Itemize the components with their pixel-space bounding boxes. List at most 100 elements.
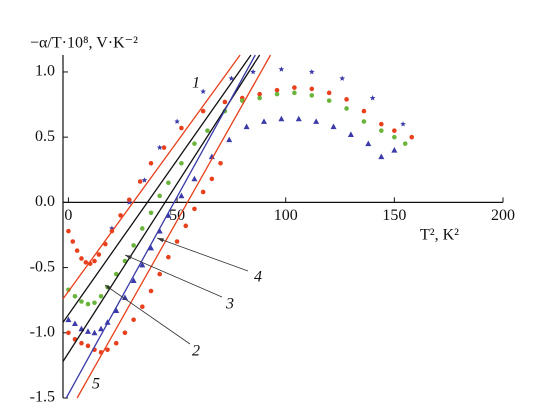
data-point — [209, 176, 215, 182]
data-point — [122, 330, 128, 336]
pointer-line — [104, 284, 191, 345]
data-point — [378, 153, 385, 160]
data-point — [84, 328, 91, 334]
data-point — [361, 108, 367, 114]
data-point — [344, 106, 349, 111]
data-point — [250, 68, 256, 75]
data-point — [109, 225, 115, 231]
data-point — [392, 134, 397, 140]
data-point — [79, 256, 84, 261]
data-point — [379, 121, 384, 127]
curve-label: 5 — [92, 376, 100, 393]
data-point — [402, 141, 408, 146]
x-tick-label: 50 — [169, 207, 185, 224]
data-point — [260, 118, 267, 124]
data-point — [200, 108, 206, 114]
data-point — [339, 75, 346, 81]
x-tick-label: 200 — [491, 207, 515, 224]
data-point — [91, 329, 98, 336]
curve-label: 3 — [225, 296, 234, 313]
pointer-line — [156, 237, 249, 272]
data-point — [326, 98, 332, 103]
data-point — [228, 75, 235, 81]
y-tick-label: -1.0 — [30, 323, 55, 340]
data-point — [157, 271, 162, 277]
data-point — [192, 141, 197, 146]
data-point — [166, 180, 171, 186]
data-point — [365, 140, 372, 147]
data-point — [126, 199, 133, 205]
y-tick-label: 0.5 — [35, 128, 55, 145]
data-point — [274, 87, 280, 93]
data-point — [141, 177, 148, 183]
data-point — [131, 317, 136, 323]
data-point — [148, 244, 154, 251]
data-point — [85, 343, 91, 349]
data-point — [218, 160, 223, 166]
data-point — [139, 261, 146, 268]
data-point — [313, 118, 320, 124]
data-point — [243, 123, 250, 130]
data-point — [344, 97, 349, 102]
data-point — [226, 136, 233, 143]
y-tick-label: 1.0 — [35, 63, 55, 80]
data-point — [409, 134, 415, 140]
pointer-arrow — [125, 255, 132, 260]
data-point — [83, 260, 89, 265]
data-point — [148, 160, 154, 166]
data-point — [92, 258, 97, 264]
data-point — [174, 118, 180, 124]
data-point — [113, 340, 119, 346]
data-point — [66, 228, 71, 234]
data-point — [98, 325, 105, 332]
data-point — [70, 239, 76, 244]
curve-label: 2 — [192, 343, 200, 360]
data-point — [157, 193, 162, 199]
data-point — [179, 125, 184, 131]
data-point — [361, 119, 367, 124]
data-point — [105, 347, 110, 353]
data-point — [79, 299, 84, 304]
data-point — [72, 293, 78, 299]
fit-line — [76, 54, 272, 399]
data-point — [183, 223, 189, 229]
pointer-arrow — [157, 238, 164, 243]
data-point — [130, 277, 137, 284]
data-point — [131, 243, 136, 248]
data-point — [113, 271, 119, 277]
data-point — [148, 210, 154, 216]
curve-label: 4 — [254, 269, 262, 286]
data-point — [98, 293, 104, 299]
data-point — [326, 90, 332, 96]
data-point — [192, 206, 197, 212]
y-tick-label: 0.0 — [35, 193, 55, 210]
data-point — [295, 115, 302, 122]
data-point — [137, 179, 143, 184]
data-point — [65, 316, 72, 323]
data-point — [140, 226, 145, 231]
data-point — [118, 213, 123, 218]
data-point — [71, 320, 78, 327]
data-point — [257, 95, 262, 101]
data-point — [113, 307, 120, 314]
data-point — [66, 330, 71, 336]
data-point — [292, 85, 297, 90]
pointer-arrow — [105, 285, 112, 291]
x-tick-label: 100 — [274, 207, 298, 224]
data-point — [96, 252, 102, 257]
curve-label: 1 — [192, 75, 200, 92]
data-point — [166, 254, 171, 260]
data-point — [392, 128, 397, 133]
data-point — [292, 90, 297, 96]
data-point — [74, 248, 80, 253]
data-point — [148, 288, 154, 294]
data-point — [161, 145, 167, 150]
data-point — [308, 68, 315, 75]
y-axis-label: −α/T·10⁸, V·K⁻² — [30, 35, 138, 52]
fit-line — [65, 54, 256, 399]
fit-line — [62, 54, 252, 323]
data-point — [222, 99, 228, 105]
data-point — [379, 128, 384, 133]
x-tick-label: 0 — [64, 207, 72, 224]
